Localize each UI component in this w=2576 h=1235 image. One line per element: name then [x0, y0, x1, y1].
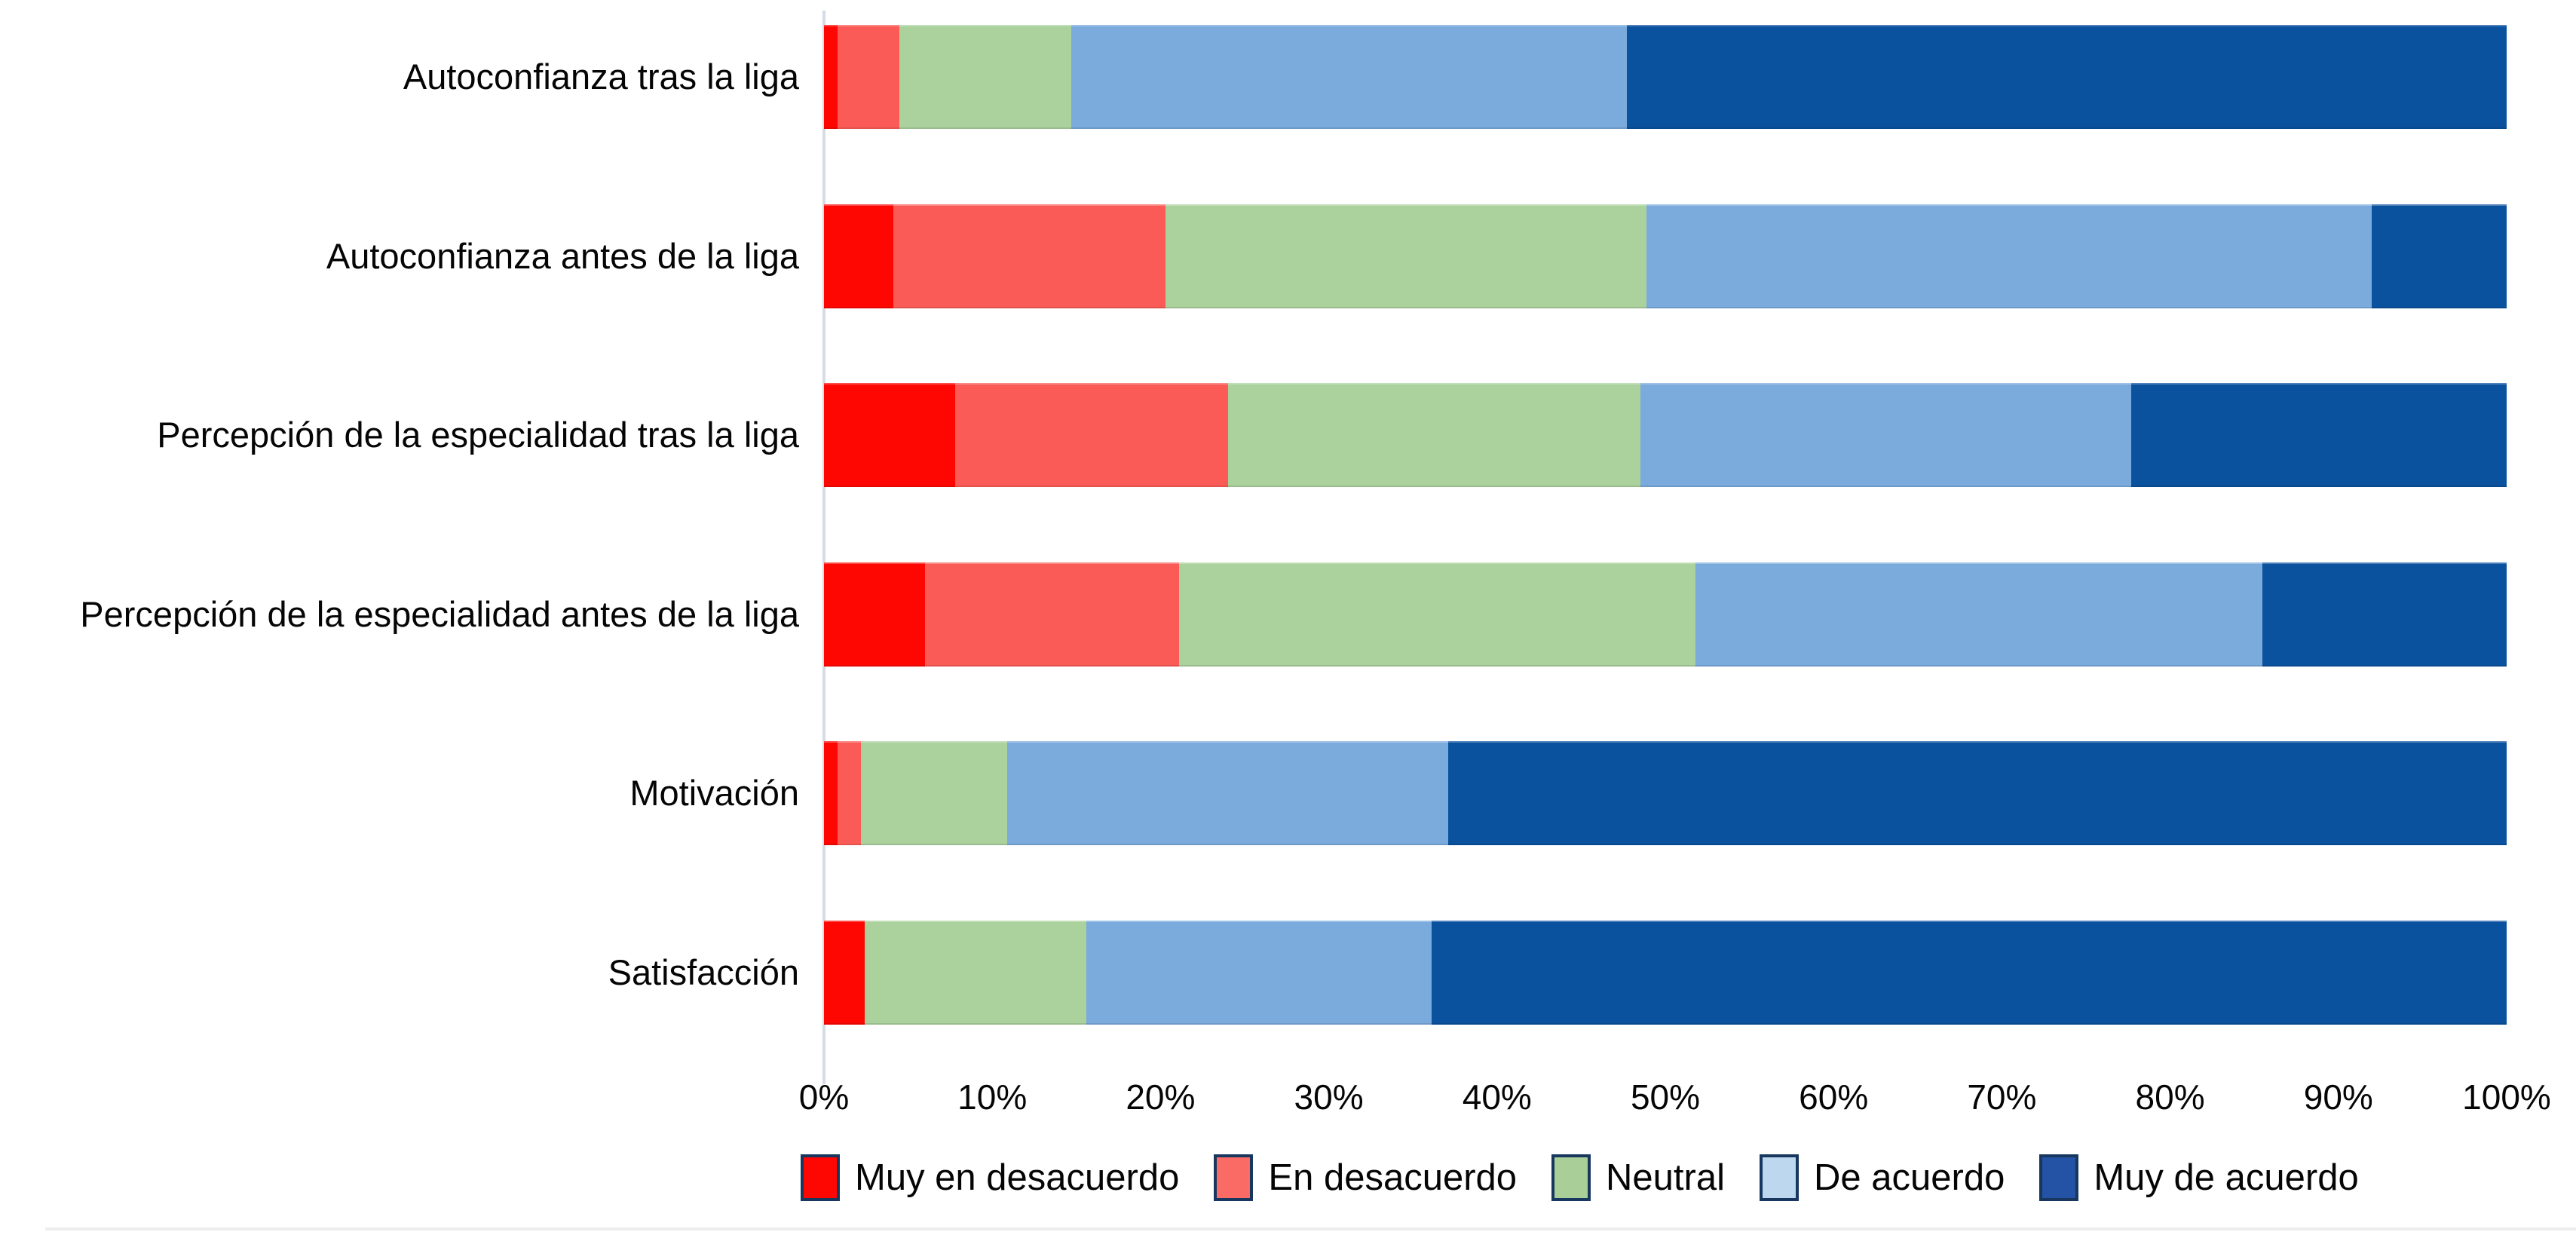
bar-segment-muy-de-acuerdo — [1626, 25, 2507, 129]
bar-segment-muy-en-desacuerdo — [824, 25, 838, 129]
category-label: Percepción de la especialidad tras la li… — [157, 415, 799, 455]
x-tick-label: 100% — [2462, 1077, 2551, 1117]
legend-label: En desacuerdo — [1268, 1157, 1518, 1198]
legend-item: En desacuerdo — [1214, 1154, 1517, 1201]
bar-segment-de-acuerdo — [1086, 921, 1432, 1025]
bar-segment-de-acuerdo — [1695, 562, 2263, 667]
bar-segment-en-desacuerdo — [955, 383, 1228, 488]
category-label: Autoconfianza tras la liga — [403, 57, 799, 97]
legend-swatch-icon — [801, 1154, 840, 1201]
x-tick-label: 30% — [1294, 1077, 1364, 1117]
bar-segment-muy-de-acuerdo — [1431, 921, 2507, 1025]
x-tick-label: 40% — [1462, 1077, 1532, 1117]
bar-segment-muy-de-acuerdo — [2262, 562, 2507, 667]
bar-row — [824, 921, 2507, 1025]
legend-swatch-icon — [1214, 1154, 1254, 1201]
x-tick-label: 20% — [1126, 1077, 1196, 1117]
y-axis-line — [822, 11, 825, 1084]
bar-segment-neutral — [861, 741, 1008, 846]
bar-segment-neutral — [864, 921, 1087, 1025]
category-label: Motivación — [629, 773, 799, 814]
bar-row — [824, 383, 2507, 488]
category-label: Percepción de la especialidad antes de l… — [80, 593, 799, 634]
x-tick-label: 0% — [798, 1077, 850, 1117]
bar-row — [824, 562, 2507, 667]
legend-label: Muy en desacuerdo — [855, 1157, 1180, 1198]
bar-segment-neutral — [1178, 562, 1696, 667]
bar-segment-muy-en-desacuerdo — [824, 562, 925, 667]
bar-segment-en-desacuerdo — [893, 204, 1166, 308]
bar-segment-muy-en-desacuerdo — [824, 204, 893, 308]
bar-segment-muy-de-acuerdo — [1448, 741, 2507, 846]
x-tick-label: 70% — [1967, 1077, 2037, 1117]
legend-item: De acuerdo — [1760, 1154, 2005, 1201]
legend-swatch-icon — [1551, 1154, 1591, 1201]
bar-segment-en-desacuerdo — [924, 562, 1179, 667]
bar-row — [824, 741, 2507, 846]
bar-segment-muy-en-desacuerdo — [824, 383, 956, 488]
bar-segment-en-desacuerdo — [837, 741, 862, 846]
bar-segment-neutral — [899, 25, 1072, 129]
legend-item: Muy en desacuerdo — [801, 1154, 1179, 1201]
x-tick-label: 60% — [1799, 1077, 1869, 1117]
bar-segment-de-acuerdo — [1640, 383, 2132, 488]
legend-item: Neutral — [1551, 1154, 1725, 1201]
legend-label: Muy de acuerdo — [2094, 1157, 2359, 1198]
legend-label: Neutral — [1606, 1157, 1725, 1198]
x-tick-label: 10% — [957, 1077, 1028, 1117]
bar-segment-muy-en-desacuerdo — [824, 921, 865, 1025]
bar-segment-de-acuerdo — [1007, 741, 1449, 846]
bar-row — [824, 25, 2507, 129]
bar-segment-neutral — [1165, 204, 1647, 308]
legend-swatch-icon — [1760, 1154, 1799, 1201]
bar-segment-muy-en-desacuerdo — [824, 741, 838, 846]
legend: Muy en desacuerdo En desacuerdo Neutral De … — [801, 1146, 2359, 1209]
bar-segment-en-desacuerdo — [837, 25, 900, 129]
x-tick-label: 80% — [2135, 1077, 2205, 1117]
bar-segment-de-acuerdo — [1071, 25, 1627, 129]
x-tick-label: 50% — [1630, 1077, 1701, 1117]
bottom-divider — [45, 1227, 2576, 1230]
category-label: Satisfacción — [608, 952, 799, 993]
bar-row — [824, 204, 2507, 308]
bar-segment-de-acuerdo — [1646, 204, 2372, 308]
legend-swatch-icon — [2039, 1154, 2079, 1201]
bar-segment-muy-de-acuerdo — [2372, 204, 2507, 308]
plot-area — [824, 0, 2507, 1235]
legend-label: De acuerdo — [1814, 1157, 2005, 1198]
x-axis-tick-labels: 0% 10% 20% 30% 40% 50% 60% 70% 80% 90% 100% — [799, 1077, 2551, 1123]
category-label: Autoconfianza antes de la liga — [326, 235, 799, 276]
legend-item: Muy de acuerdo — [2039, 1154, 2359, 1201]
x-tick-label: 90% — [2303, 1077, 2373, 1117]
bar-segment-muy-de-acuerdo — [2131, 383, 2507, 488]
bar-segment-neutral — [1227, 383, 1640, 488]
